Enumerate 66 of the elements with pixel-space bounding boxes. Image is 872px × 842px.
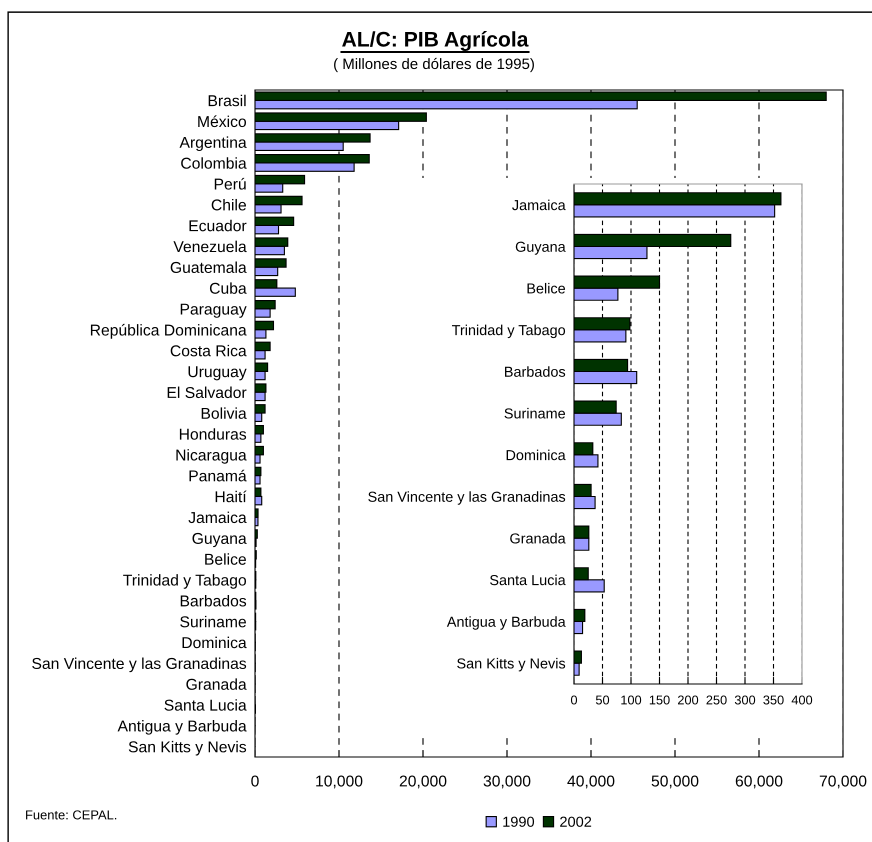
x-tick-label: 250 (706, 695, 727, 704)
source-note: Fuente: CEPAL. (26, 810, 116, 820)
legend-label: 1990 (503, 816, 534, 827)
y-tick-label: República Dominicana (90, 324, 247, 339)
x-tick-label: 20,000 (400, 775, 446, 788)
y-tick-label: Antigua y Barbuda (118, 720, 247, 735)
y-tick-label: Antigua y Barbuda (446, 616, 566, 630)
y-tick-label: Guyana (516, 242, 566, 255)
x-tick-label: 40,000 (567, 775, 614, 788)
y-tick-label: Panamá (190, 470, 247, 482)
y-tick-label: San Kitts y Nevis (128, 740, 246, 756)
y-tick-label: San Vincente y las Granadinas (368, 491, 566, 505)
y-tick-label: Haití (216, 490, 247, 502)
legend-label: 2002 (560, 816, 592, 827)
y-tick-label: Suriname (180, 616, 246, 628)
x-tick-label: 350 (763, 695, 784, 704)
y-tick-label: Suriname (504, 408, 566, 419)
y-tick-label: Argentina (180, 136, 247, 152)
y-tick-label: Chile (212, 198, 246, 210)
x-tick-label: 50,000 (652, 775, 698, 788)
x-tick-label: 10,000 (316, 775, 362, 788)
y-tick-label: Guyana (192, 532, 247, 548)
x-tick-label: 0 (251, 775, 259, 787)
y-tick-label: Granada (186, 678, 247, 690)
y-tick-label: Trinidad y Tabago (452, 324, 566, 338)
y-tick-label: Belice (205, 553, 246, 565)
y-tick-label: Costa Rica (170, 344, 247, 356)
y-tick-label: Santa Lucia (164, 699, 247, 711)
y-tick-label: Trinidad y Tabago (123, 574, 246, 589)
y-tick-label: Ecuador (190, 220, 246, 232)
y-tick-label: Barbados (180, 594, 246, 607)
y-tick-label: Brasil (208, 94, 246, 106)
chart-subtitle: ( Millones de dólares de 1995) (334, 58, 534, 72)
y-tick-label: Jamaica (512, 200, 566, 210)
y-tick-label: Nicaragua (176, 449, 247, 464)
x-tick-label: 150 (650, 695, 670, 704)
y-tick-label: Paraguay (180, 304, 247, 318)
x-tick-label: 50 (596, 695, 610, 704)
y-tick-label: Venezuela (173, 240, 247, 252)
y-tick-label: Granada (510, 532, 566, 544)
x-tick-label: 200 (678, 695, 698, 704)
x-tick-label: 400 (792, 695, 812, 704)
x-tick-label: 0 (570, 695, 578, 704)
y-tick-label: San Vincente y las Granadinas (32, 658, 246, 672)
y-tick-label: El Salvador (168, 386, 246, 398)
y-tick-label: Bolivia (202, 407, 247, 419)
x-tick-label: 300 (734, 695, 756, 704)
y-tick-label: México (198, 115, 246, 128)
y-tick-label: Barbados (505, 366, 566, 377)
y-tick-label: San Kitts y Nevis (457, 658, 566, 672)
chart-title: AL/C: PIB Agrícola (342, 31, 529, 51)
y-tick-label: Cuba (210, 282, 247, 294)
y-tick-label: Dominica (506, 450, 566, 460)
y-tick-label: Santa Lucia (490, 574, 566, 586)
y-tick-label: Guatemala (170, 261, 247, 274)
y-tick-label: Belice (528, 282, 566, 294)
y-tick-label: Jamaica (188, 512, 247, 524)
y-tick-label: Uruguay (188, 366, 247, 380)
y-tick-label: Colombia (181, 157, 247, 169)
y-tick-label: Dominica (182, 636, 247, 648)
y-tick-label: Honduras (180, 428, 246, 440)
x-tick-label: 60,000 (736, 775, 782, 788)
x-tick-label: 100 (621, 695, 642, 704)
x-tick-label: 70,000 (820, 775, 866, 788)
x-tick-label: 30,000 (484, 775, 530, 788)
y-tick-label: Perú (214, 178, 246, 190)
